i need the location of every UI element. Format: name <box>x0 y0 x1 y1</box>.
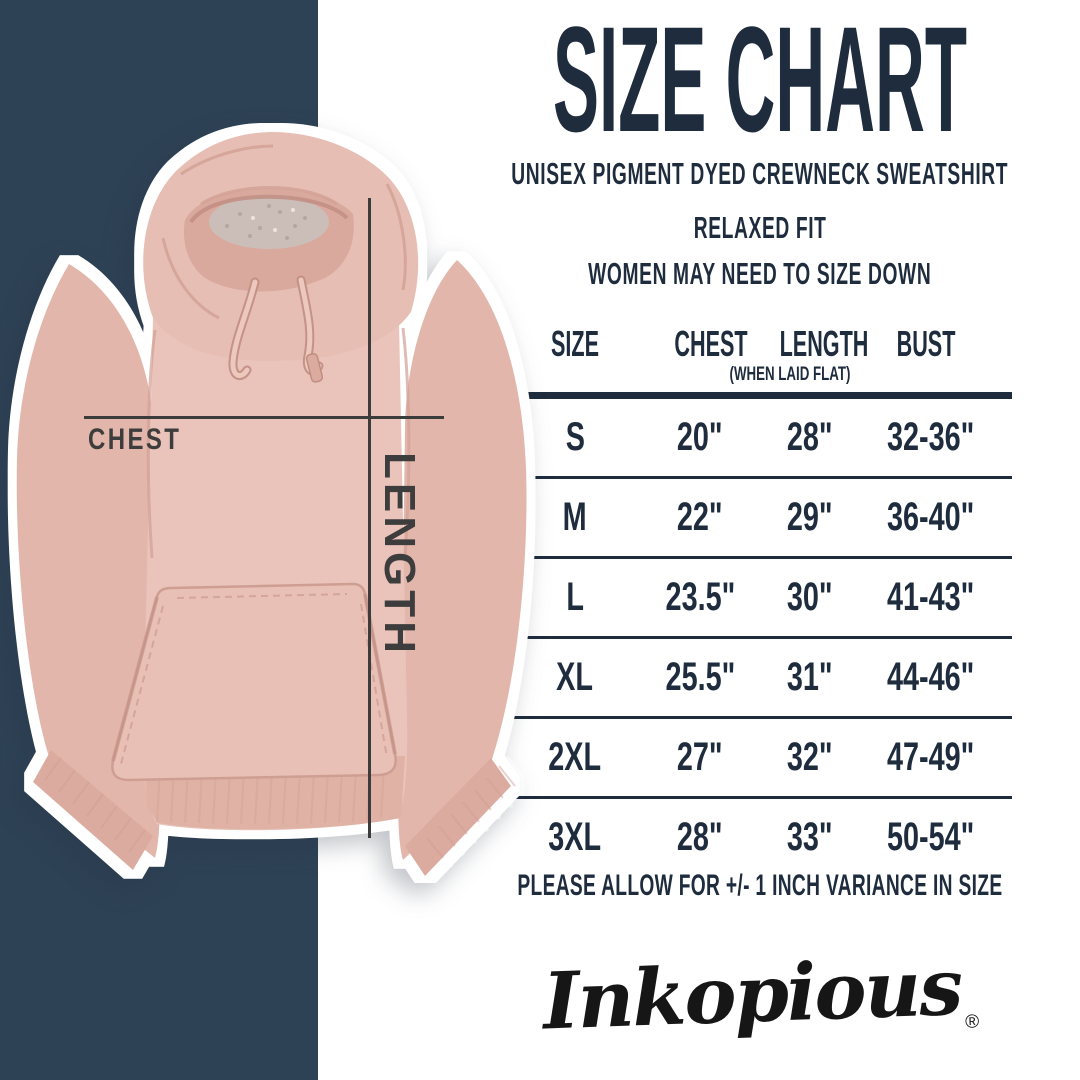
bust-cell: 36-40" <box>886 495 975 539</box>
chest-cell: 28" <box>677 815 723 859</box>
table-row: M 22" 29" 36-40" <box>500 476 1012 556</box>
table-row: 3XL 28" 33" 50-54" <box>500 796 1012 876</box>
size-table-body: S 20" 28" 32-36" M 22" 29" 36-40" L 23.5" 30" 41-43… <box>500 392 1012 876</box>
subtitle-sizing-advice: WOMEN MAY NEED TO SIZE DOWN <box>588 256 932 291</box>
header-size: SIZE <box>550 323 599 364</box>
length-measure-label: LENGTH <box>375 452 424 657</box>
header-bust: BUST <box>896 323 956 364</box>
chest-cell: 23.5" <box>665 575 735 619</box>
subtitle-product: UNISEX PIGMENT DYED CREWNECK SWEATSHIRT <box>511 156 1009 191</box>
chest-cell: 22" <box>677 495 723 539</box>
length-cell: 29" <box>787 495 833 539</box>
bust-cell: 32-36" <box>886 415 975 459</box>
registered-trademark-icon: ® <box>965 1011 978 1033</box>
brand-logo: Inkopious ® <box>455 940 1065 1050</box>
length-cell: 33" <box>787 815 833 859</box>
chest-column-note: (WHEN LAID FLAT) <box>729 364 851 385</box>
page-title: SIZE CHART <box>553 0 967 163</box>
bust-cell: 44-46" <box>886 655 975 699</box>
table-row: 2XL 27" 32" 47-49" <box>500 716 1012 796</box>
length-cell: 30" <box>787 575 833 619</box>
size-cell: XL <box>556 655 594 699</box>
size-cell: S <box>565 415 585 459</box>
bust-cell: 41-43" <box>886 575 975 619</box>
length-measure-line <box>368 198 371 838</box>
size-cell: 3XL <box>548 815 602 859</box>
table-row: S 20" 28" 32-36" <box>500 399 1012 476</box>
chest-cell: 27" <box>677 735 723 779</box>
length-cell: 28" <box>787 415 833 459</box>
length-cell: 31" <box>787 655 833 699</box>
chest-measure-line <box>84 416 444 419</box>
chest-measure-label: CHEST <box>88 423 182 456</box>
subtitle-fit: RELAXED FIT <box>693 210 827 245</box>
chest-cell: 20" <box>677 415 723 459</box>
header-length: LENGTH <box>779 323 869 364</box>
table-header-row: SIZE CHEST LENGTH BUST <box>500 322 1012 366</box>
table-row: XL 25.5" 31" 44-46" <box>500 636 1012 716</box>
chest-cell: 25.5" <box>665 655 735 699</box>
size-cell: M <box>562 495 587 539</box>
brand-name: Inkopious <box>541 941 963 1048</box>
bust-cell: 47-49" <box>886 735 975 779</box>
bust-cell: 50-54" <box>886 815 975 859</box>
table-row: L 23.5" 30" 41-43" <box>500 556 1012 636</box>
hoodie-photo <box>16 131 527 876</box>
size-cell: L <box>566 575 584 619</box>
variance-footnote: PLEASE ALLOW FOR +/- 1 INCH VARIANCE IN … <box>517 869 1003 902</box>
length-cell: 32" <box>787 735 833 779</box>
header-chest: CHEST <box>674 323 748 364</box>
size-chart-panel: SIZE CHART UNISEX PIGMENT DYED CREWNECK … <box>455 0 1065 1080</box>
size-cell: 2XL <box>548 735 602 779</box>
